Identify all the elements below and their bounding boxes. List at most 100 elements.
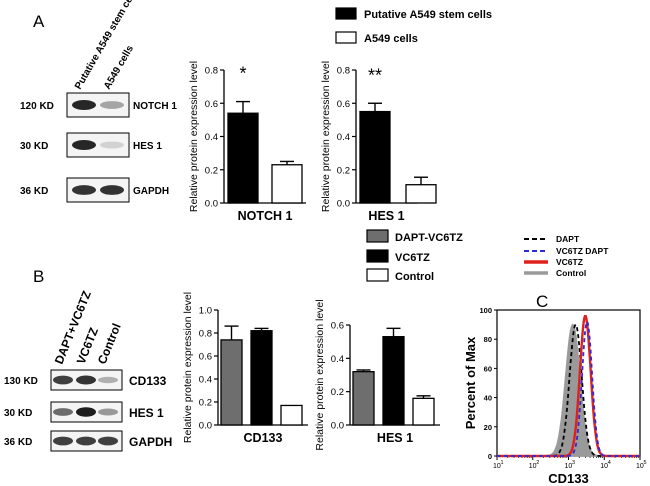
y-tick-label: 0.4 bbox=[199, 375, 212, 386]
y-axis-label: Relative protein expression level bbox=[314, 299, 326, 450]
y-tick-label: 0.0 bbox=[205, 199, 218, 210]
bar bbox=[220, 339, 243, 426]
legend-swatch bbox=[366, 249, 389, 263]
x-tick-exponent: 4 bbox=[608, 460, 611, 466]
blot-band bbox=[100, 101, 124, 109]
y-tick-label: 60 bbox=[484, 364, 492, 373]
y-tick-label: 0.6 bbox=[337, 99, 350, 110]
y-axis-label: Relative protein expression level bbox=[188, 61, 200, 212]
legend-label: VC6TZ bbox=[556, 257, 583, 267]
lane-label: A549 cells bbox=[102, 43, 136, 91]
blot-band bbox=[72, 140, 96, 150]
y-tick-label: 0.0 bbox=[199, 421, 212, 432]
blot-band bbox=[76, 407, 96, 417]
kd-label: 36 KD bbox=[4, 437, 32, 448]
bar bbox=[382, 336, 405, 426]
x-axis-label: CD133 bbox=[548, 471, 588, 486]
y-tick-label: 0.2 bbox=[205, 165, 218, 176]
legend-label: Control bbox=[556, 268, 586, 278]
x-tick-exponent: 1 bbox=[501, 460, 504, 466]
legend-label: VC6TZ DAPT bbox=[556, 246, 609, 256]
y-tick-label: 1.0 bbox=[199, 306, 212, 317]
legend-label: VC6TZ bbox=[395, 252, 430, 264]
x-tick-exponent: 5 bbox=[644, 460, 647, 466]
blot-band bbox=[53, 408, 73, 416]
protein-label: CD133 bbox=[129, 374, 167, 388]
x-axis-label: CD133 bbox=[244, 431, 283, 445]
panel-label-b: B bbox=[33, 267, 44, 286]
blot-band bbox=[100, 141, 124, 149]
x-tick-exponent: 3 bbox=[572, 460, 575, 466]
x-axis-label: HES 1 bbox=[377, 431, 413, 445]
significance-marker: ** bbox=[368, 65, 382, 85]
protein-label: NOTCH 1 bbox=[133, 101, 177, 112]
y-axis-label: Relative protein expression level bbox=[182, 292, 194, 443]
y-tick-label: 0.6 bbox=[199, 352, 212, 363]
y-tick-label: 0.4 bbox=[337, 132, 350, 143]
bar bbox=[227, 112, 259, 204]
bar bbox=[405, 184, 437, 204]
legend-swatch bbox=[335, 7, 357, 20]
protein-label: GAPDH bbox=[129, 435, 172, 449]
bar-chart-hes1-b: 0.0 0.2 0.4 0.6 Relative protein expression … bbox=[314, 299, 440, 451]
legend-swatch bbox=[335, 31, 357, 44]
y-tick-label: 0.4 bbox=[205, 132, 218, 143]
bar-chart-notch1: 0.0 0.2 0.4 0.6 0.8 Relative protein expressi… bbox=[188, 61, 306, 223]
y-tick-label: 0.0 bbox=[337, 199, 350, 210]
legend-a: Putative A549 stem cells A549 cells bbox=[335, 7, 492, 45]
bar bbox=[250, 330, 273, 426]
legend-label: DAPT-VC6TZ bbox=[395, 232, 463, 244]
y-tick-label: 0.8 bbox=[337, 66, 350, 77]
y-axis-label: Relative protein expression level bbox=[320, 61, 332, 212]
y-tick-label: 40 bbox=[484, 394, 492, 403]
x-tick-base: 10 bbox=[529, 463, 537, 470]
y-tick-label: 0.6 bbox=[205, 99, 218, 110]
legend-swatch bbox=[366, 268, 389, 282]
blot-band bbox=[98, 436, 118, 446]
y-tick-label: 0.0 bbox=[331, 421, 344, 432]
y-tick-label: 20 bbox=[484, 423, 492, 432]
blot-band bbox=[76, 375, 96, 385]
legend-label: DAPT bbox=[556, 234, 580, 244]
y-axis-label: Percent of Max bbox=[463, 336, 478, 429]
legend-b: DAPT-VC6TZ VC6TZ Control bbox=[366, 229, 463, 283]
y-tick-label: 80 bbox=[484, 335, 492, 344]
y-tick-label: 0.6 bbox=[331, 321, 344, 332]
x-tick-base: 10 bbox=[565, 463, 573, 470]
panel-label-c: C bbox=[536, 292, 548, 311]
significance-marker: * bbox=[239, 64, 246, 84]
protein-label: HES 1 bbox=[129, 406, 164, 420]
blot-band bbox=[100, 185, 124, 195]
x-tick-base: 10 bbox=[636, 463, 644, 470]
kd-label: 36 KD bbox=[20, 186, 48, 197]
bar-chart-cd133: 0.0 0.2 0.4 0.6 0.8 1.0 Relative protein expre… bbox=[182, 292, 308, 445]
bar bbox=[359, 110, 391, 204]
legend-label: Putative A549 stem cells bbox=[364, 9, 492, 21]
protein-label: GAPDH bbox=[133, 186, 169, 197]
x-axis-label: HES 1 bbox=[368, 209, 404, 223]
y-tick-label: 100 bbox=[479, 306, 492, 315]
kd-label: 130 KD bbox=[4, 376, 38, 387]
x-tick-base: 10 bbox=[600, 463, 608, 470]
legend-swatch bbox=[366, 229, 389, 243]
bar bbox=[352, 371, 375, 426]
blot-band bbox=[53, 375, 73, 385]
legend-label: Control bbox=[395, 271, 434, 283]
bar bbox=[412, 397, 435, 426]
blot-band bbox=[72, 100, 96, 110]
kd-label: 30 KD bbox=[4, 408, 32, 419]
y-tick-label: 0.2 bbox=[331, 387, 344, 398]
kd-label: 120 KD bbox=[20, 101, 54, 112]
bar bbox=[271, 164, 303, 204]
bar bbox=[280, 404, 303, 426]
panel-label-a: A bbox=[33, 12, 45, 31]
blot-band bbox=[98, 376, 118, 384]
y-tick-label: 0.4 bbox=[331, 354, 344, 365]
y-tick-label: 0.8 bbox=[199, 329, 212, 340]
blot-band bbox=[72, 185, 96, 195]
y-tick-label: 0.2 bbox=[199, 398, 212, 409]
